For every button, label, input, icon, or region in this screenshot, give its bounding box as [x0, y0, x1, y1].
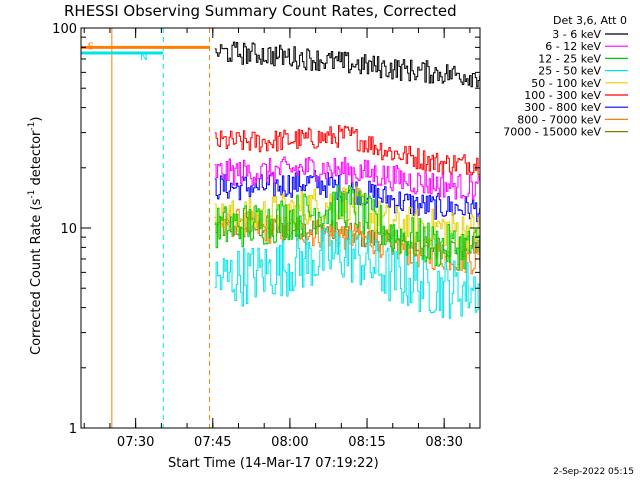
x-tick-label: 08:00	[271, 435, 308, 450]
legend-item-5: 100 - 300 keV	[524, 89, 601, 102]
series-line-0	[214, 41, 480, 88]
y-tick-label: 100	[52, 22, 77, 37]
x-tick-label: 07:45	[194, 435, 231, 450]
x-axis-label: Start Time (14-Mar-17 07:19:22)	[168, 456, 379, 471]
legend-item-1: 6 - 12 keV	[545, 40, 601, 53]
legend-item-4: 50 - 100 keV	[531, 77, 601, 90]
flag-label-s: S	[88, 41, 94, 52]
legend-item-7: 800 - 7000 keV	[517, 113, 601, 126]
marker-layer: SN	[81, 28, 211, 428]
y-tick-label: 1	[69, 422, 77, 437]
series-line-2	[214, 184, 480, 271]
flag-label-n: N	[140, 52, 147, 63]
y-axis-label: Corrected Count Rate (s-1 detector-1)	[27, 117, 44, 355]
x-tick-label: 08:30	[425, 435, 462, 450]
y-tick-label: 10	[60, 222, 77, 237]
legend-item-0: 3 - 6 keV	[552, 28, 601, 41]
legend-item-8: 7000 - 15000 keV	[503, 126, 601, 139]
chart-title: RHESSI Observing Summary Count Rates, Co…	[64, 2, 457, 20]
series-line-4	[214, 186, 480, 250]
plot-area: SN	[81, 28, 480, 428]
series-line-1	[214, 156, 480, 200]
y-axis: 1 10 100	[52, 22, 480, 437]
legend-item-2: 12 - 25 keV	[538, 52, 601, 65]
legend-item-3: 25 - 50 keV	[538, 65, 601, 78]
legend-title: Det 3,6, Att 0	[553, 14, 627, 27]
series-line-5	[214, 125, 480, 176]
x-axis: 07:30 07:45 08:00 08:15 08:30	[83, 28, 471, 450]
legend-item-6: 300 - 800 keV	[524, 101, 601, 114]
series-line-3	[214, 227, 480, 319]
footer-timestamp: 2-Sep-2022 05:15	[553, 467, 634, 477]
x-tick-label: 07:30	[117, 435, 154, 450]
x-tick-label: 08:15	[348, 435, 385, 450]
series-layer	[214, 41, 480, 319]
